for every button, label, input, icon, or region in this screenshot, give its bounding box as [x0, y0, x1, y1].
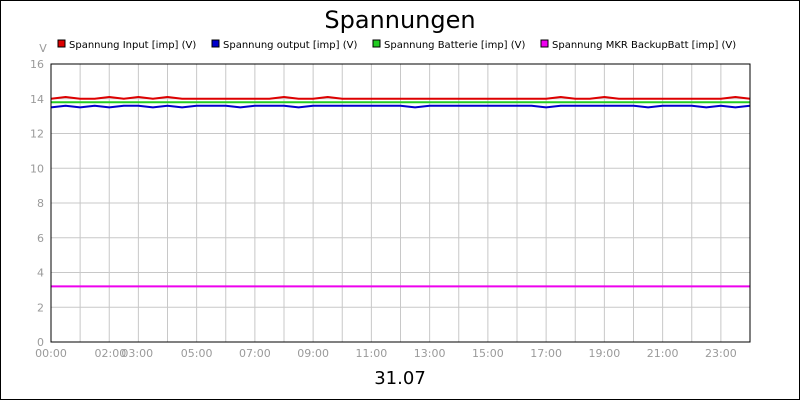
x-tick-label: 05:00	[181, 347, 213, 360]
y-axis-ticks: 0 2 4 6 8 10 12 14 16	[30, 58, 44, 349]
y-tick-label: 14	[30, 93, 44, 106]
y-tick-label: 6	[37, 232, 44, 245]
series-line-1	[50, 96, 751, 100]
chart-title: Spannungen	[324, 6, 475, 34]
y-tick-label: 8	[37, 197, 44, 210]
x-tick-label: 00:00	[35, 347, 67, 360]
legend: Spannung Input [imp] (V) Spannung output …	[57, 39, 736, 51]
legend-item-3: Spannung Batterie [imp] (V)	[372, 39, 525, 51]
plot-area	[50, 63, 751, 343]
legend-label: Spannung Batterie [imp] (V)	[384, 40, 525, 51]
legend-swatch	[57, 39, 66, 48]
x-tick-label: 17:00	[530, 347, 562, 360]
legend-swatch	[372, 39, 381, 48]
x-tick-label: 03:00	[121, 347, 153, 360]
y-tick-label: 0	[37, 336, 44, 349]
y-tick-label: 12	[30, 128, 44, 141]
legend-label: Spannung MKR BackupBatt [imp] (V)	[552, 40, 736, 51]
x-tick-label: 19:00	[589, 347, 621, 360]
legend-label: Spannung output [imp] (V)	[223, 40, 357, 51]
legend-label: Spannung Input [imp] (V)	[69, 40, 196, 51]
x-tick-label: 07:00	[239, 347, 271, 360]
series-lines	[50, 96, 751, 288]
x-axis-label: 31.07	[374, 368, 426, 389]
x-tick-label: 13:00	[414, 347, 446, 360]
y-tick-label: 2	[37, 301, 44, 314]
y-tick-label: 16	[30, 58, 44, 71]
legend-item-2: Spannung output [imp] (V)	[211, 39, 357, 51]
x-tick-label: 23:00	[705, 347, 737, 360]
x-tick-label: 11:00	[356, 347, 388, 360]
series-line-2	[50, 104, 751, 109]
legend-swatch	[540, 39, 549, 48]
x-tick-label: 02:00	[95, 347, 127, 360]
legend-item-1: Spannung Input [imp] (V)	[57, 39, 196, 51]
x-tick-label: 15:00	[472, 347, 504, 360]
legend-swatch	[211, 39, 220, 48]
x-tick-label: 21:00	[647, 347, 679, 360]
y-tick-label: 4	[37, 267, 44, 280]
y-axis-label: V	[39, 42, 47, 55]
y-tick-label: 10	[30, 162, 44, 175]
x-tick-label: 09:00	[297, 347, 329, 360]
legend-item-4: Spannung MKR BackupBatt [imp] (V)	[540, 39, 736, 51]
